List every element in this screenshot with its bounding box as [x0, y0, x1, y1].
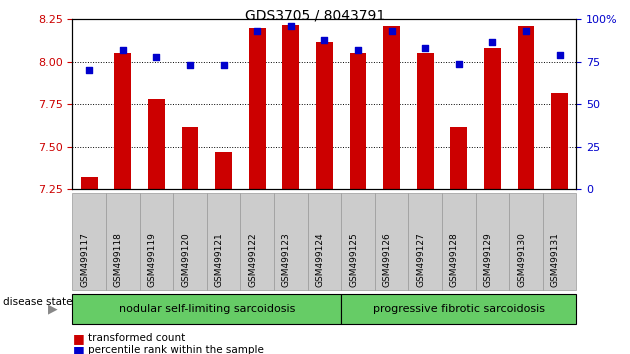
- Text: GSM499129: GSM499129: [483, 232, 493, 287]
- Bar: [282, 24, 299, 189]
- Bar: [518, 26, 534, 189]
- Point: [353, 47, 363, 53]
- Point: [84, 68, 94, 73]
- Text: GSM499125: GSM499125: [349, 232, 358, 287]
- Text: GSM499119: GSM499119: [147, 232, 156, 287]
- Point: [420, 46, 430, 51]
- Point: [387, 29, 397, 34]
- Text: ■: ■: [72, 332, 84, 344]
- Text: progressive fibrotic sarcoidosis: progressive fibrotic sarcoidosis: [373, 304, 545, 314]
- Bar: [450, 126, 467, 189]
- Point: [521, 29, 531, 34]
- Bar: [115, 53, 131, 189]
- Text: GSM499121: GSM499121: [215, 232, 224, 287]
- Text: GDS3705 / 8043791: GDS3705 / 8043791: [245, 9, 385, 23]
- Text: GSM499118: GSM499118: [114, 232, 123, 287]
- Point: [219, 63, 229, 68]
- Text: GSM499122: GSM499122: [248, 232, 257, 287]
- Bar: [383, 26, 400, 189]
- Point: [118, 47, 128, 53]
- Text: GSM499117: GSM499117: [80, 232, 89, 287]
- Text: GSM499120: GSM499120: [181, 232, 190, 287]
- Bar: [417, 53, 433, 189]
- Point: [185, 63, 195, 68]
- Text: ▶: ▶: [47, 302, 57, 315]
- Point: [286, 23, 296, 29]
- Text: GSM499130: GSM499130: [517, 232, 526, 287]
- Text: GSM499127: GSM499127: [416, 232, 425, 287]
- Bar: [148, 99, 165, 189]
- Text: GSM499126: GSM499126: [382, 232, 392, 287]
- Text: GSM499123: GSM499123: [282, 232, 291, 287]
- Bar: [249, 28, 266, 189]
- Point: [151, 54, 161, 60]
- Text: ■: ■: [72, 344, 84, 354]
- Text: transformed count: transformed count: [88, 333, 185, 343]
- Bar: [81, 177, 98, 189]
- Bar: [181, 126, 198, 189]
- Text: GSM499124: GSM499124: [316, 232, 324, 287]
- Text: GSM499131: GSM499131: [551, 232, 559, 287]
- Text: percentile rank within the sample: percentile rank within the sample: [88, 346, 264, 354]
- Bar: [316, 41, 333, 189]
- Bar: [484, 48, 501, 189]
- Point: [454, 61, 464, 67]
- Point: [554, 52, 564, 58]
- Bar: [551, 92, 568, 189]
- Bar: [350, 53, 367, 189]
- Point: [319, 37, 329, 43]
- Point: [488, 39, 498, 44]
- Text: nodular self-limiting sarcoidosis: nodular self-limiting sarcoidosis: [118, 304, 295, 314]
- Point: [252, 29, 262, 34]
- Text: GSM499128: GSM499128: [450, 232, 459, 287]
- Text: disease state: disease state: [3, 297, 72, 308]
- Bar: [215, 152, 232, 189]
